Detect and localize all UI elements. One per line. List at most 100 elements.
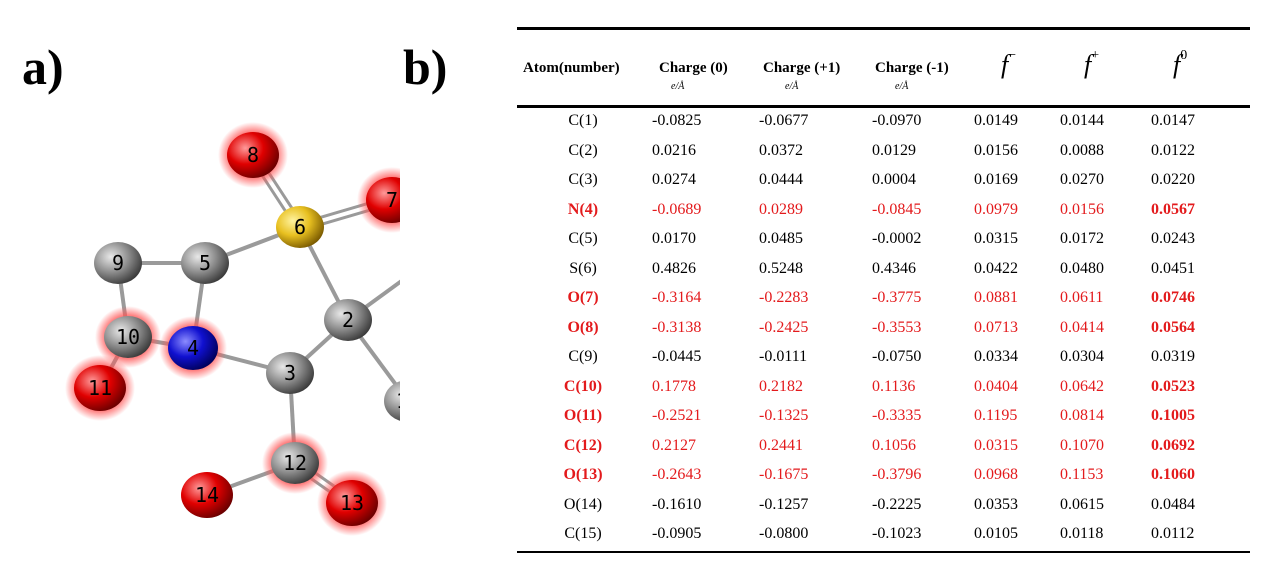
atom-number-label: 12: [283, 451, 307, 475]
charge-0-cell: 0.0274: [652, 171, 696, 188]
table-header: Atom(number) Charge (0) e/Å Charge (+1) …: [517, 30, 1250, 105]
f-zero-cell: 0.0319: [1151, 348, 1195, 365]
header-charge-plus: Charge (+1) e/Å: [763, 60, 840, 92]
charge-0-cell: 0.0216: [652, 141, 696, 159]
charge-minus-cell: -0.0970: [872, 112, 922, 129]
atom-sphere: [366, 177, 400, 223]
charge-0-cell: -0.0825: [652, 112, 702, 129]
header-f-minus-symbol: f: [1001, 50, 1009, 79]
header-charge-0-unit: e/Å: [671, 81, 685, 92]
charge-minus-cell: -0.3796: [872, 466, 922, 483]
atom-cell: O(7): [567, 289, 599, 306]
charge-0-cell: 0.0170: [652, 230, 696, 247]
charge-0-cell: -0.3164: [652, 289, 702, 306]
charge-minus-cell: 0.0004: [872, 171, 916, 188]
table-row: O(8) -0.3138 -0.2425 -0.3553 0.0713 0.0414 0.0…: [517, 315, 1250, 345]
f-minus-cell: 0.0404: [974, 377, 1018, 395]
charge-0-cell: -0.0905: [652, 525, 702, 542]
f-minus-cell: 0.0149: [974, 112, 1018, 129]
atom-15: 15: [384, 381, 400, 421]
charge-plus-cell: -0.1325: [759, 407, 809, 424]
f-minus-cell: 0.0169: [974, 171, 1018, 188]
f-zero-cell: 0.0567: [1151, 200, 1195, 218]
charge-plus-cell: 0.0289: [759, 200, 803, 218]
table-row: O(14) -0.1610 -0.1257 -0.2225 0.0353 0.0615 0.…: [517, 492, 1250, 522]
table-row: O(13) -0.2643 -0.1675 -0.3796 0.0968 0.1153 0.…: [517, 462, 1250, 492]
atom-cell: C(10): [563, 377, 603, 395]
header-f-plus-symbol: f: [1084, 50, 1092, 79]
f-minus-cell: 0.0881: [974, 289, 1018, 306]
atom-number-label: 10: [116, 325, 140, 349]
table-row: C(15) -0.0905 -0.0800 -0.1023 0.0105 0.0118 0.…: [517, 521, 1250, 551]
f-zero-cell: 0.1060: [1151, 466, 1195, 483]
atom-sphere: [276, 206, 324, 248]
atom-3: 3: [266, 352, 314, 394]
f-minus-cell: 0.1195: [974, 407, 1018, 424]
atom-number-label: 13: [340, 491, 364, 515]
atom-cell: C(1): [568, 112, 598, 129]
atom-2: 2: [324, 299, 372, 341]
table-row: C(1) -0.0825 -0.0677 -0.0970 0.0149 0.0144 0.0…: [517, 108, 1250, 138]
atom-cell: C(2): [568, 141, 598, 159]
atom-cell: O(13): [563, 466, 603, 483]
f-plus-cell: 0.0118: [1060, 525, 1104, 542]
charge-0-cell: 0.2127: [652, 436, 696, 454]
table-row: C(3) 0.0274 0.0444 0.0004 0.0169 0.0270 0.0220: [517, 167, 1250, 197]
header-f-plus-sup: +: [1091, 48, 1100, 64]
charge-plus-cell: -0.2283: [759, 289, 809, 306]
atom-4: 4: [159, 316, 227, 380]
f-zero-cell: 0.0692: [1151, 436, 1195, 454]
header-charge-minus-unit: e/Å: [895, 81, 909, 92]
f-minus-cell: 0.0979: [974, 200, 1018, 218]
charge-0-cell: 0.1778: [652, 377, 696, 395]
f-minus-cell: 0.0968: [974, 466, 1018, 483]
f-minus-cell: 0.0353: [974, 495, 1018, 513]
atom-number-label: 3: [284, 361, 296, 385]
charge-minus-cell: -0.3553: [872, 318, 922, 336]
atom-number-label: 7: [386, 188, 398, 212]
table-row: C(2) 0.0216 0.0372 0.0129 0.0156 0.0088 0.0122: [517, 138, 1250, 168]
f-zero-cell: 0.0746: [1151, 289, 1195, 306]
atom-cell: S(6): [569, 259, 597, 277]
atom-number-label: 15: [396, 389, 400, 413]
atom-cell: C(15): [564, 525, 602, 542]
atom-cell: O(11): [563, 407, 603, 424]
f-plus-cell: 0.0156: [1060, 200, 1104, 218]
f-plus-cell: 0.0642: [1060, 377, 1104, 395]
atom-number-label: 14: [195, 483, 219, 507]
charge-0-cell: -0.3138: [652, 318, 702, 336]
table-row: O(11) -0.2521 -0.1325 -0.3335 0.1195 0.0814 0.…: [517, 403, 1250, 433]
f-plus-cell: 0.0088: [1060, 141, 1104, 159]
f-zero-cell: 0.1005: [1151, 407, 1195, 424]
table-header-rule: [517, 105, 1250, 108]
charge-0-cell: 0.4826: [652, 259, 696, 277]
atom-7: 7: [357, 167, 400, 233]
f-plus-cell: 0.0814: [1060, 407, 1104, 424]
charge-plus-cell: -0.1257: [759, 495, 809, 513]
f-zero-cell: 0.0147: [1151, 112, 1195, 129]
charge-plus-cell: -0.0111: [759, 348, 808, 365]
atom-number-label: 5: [199, 251, 211, 275]
f-plus-cell: 0.0414: [1060, 318, 1104, 336]
header-f-plus: f+: [1084, 48, 1100, 80]
atom-sphere: [271, 442, 319, 484]
panel-label-b: b): [403, 39, 448, 95]
f-minus-cell: 0.0315: [974, 230, 1018, 247]
charge-plus-cell: 0.0372: [759, 141, 803, 159]
f-plus-cell: 0.0611: [1060, 289, 1104, 306]
atom-cell: C(9): [568, 348, 598, 365]
header-f-zero-sup: 0: [1180, 48, 1188, 64]
charge-minus-cell: -0.0002: [872, 230, 922, 247]
table-row: C(12) 0.2127 0.2441 0.1056 0.0315 0.1070 0.069…: [517, 433, 1250, 463]
atom-8: 8: [218, 122, 288, 188]
header-atom: Atom(number): [523, 60, 620, 76]
charge-plus-cell: 0.0485: [759, 230, 803, 247]
atom-number-label: 6: [294, 215, 306, 239]
header-f-zero: f0: [1173, 48, 1188, 80]
table-row: C(10) 0.1778 0.2182 0.1136 0.0404 0.0642 0.052…: [517, 374, 1250, 404]
f-plus-cell: 0.0172: [1060, 230, 1104, 247]
charge-plus-cell: 0.0444: [759, 171, 803, 188]
atom-cell: N(4): [567, 200, 599, 218]
header-f-zero-symbol: f: [1173, 50, 1181, 79]
f-zero-cell: 0.0564: [1151, 318, 1195, 336]
